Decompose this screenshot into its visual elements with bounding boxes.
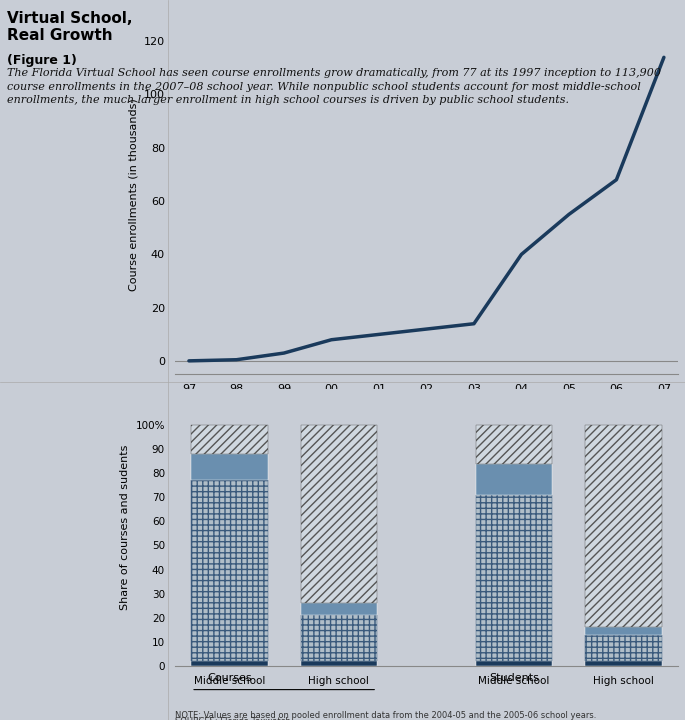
- Bar: [301, 616, 377, 661]
- Y-axis label: Share of courses and sudents: Share of courses and sudents: [120, 445, 130, 610]
- Text: Courses: Courses: [207, 673, 251, 683]
- Bar: [191, 480, 268, 661]
- Bar: [301, 425, 377, 603]
- Bar: [475, 425, 552, 464]
- Bar: [585, 425, 662, 627]
- Text: Virtual School,
Real Growth: Virtual School, Real Growth: [7, 11, 132, 43]
- Y-axis label: Course enrollments (in thousands): Course enrollments (in thousands): [128, 98, 138, 291]
- Text: The Florida Virtual School has seen course enrollments grow dramatically, from 7: The Florida Virtual School has seen cour…: [7, 68, 661, 105]
- Text: NOTE: Values are based on pooled enrollment data from the 2004-05 and the 2005-0: NOTE: Values are based on pooled enrollm…: [175, 711, 596, 720]
- Text: Students: Students: [489, 673, 539, 683]
- Bar: [475, 661, 552, 666]
- Bar: [191, 661, 268, 666]
- Bar: [585, 634, 662, 661]
- Bar: [475, 464, 552, 495]
- X-axis label: Year: Year: [414, 397, 438, 407]
- Bar: [585, 627, 662, 634]
- Bar: [301, 603, 377, 616]
- Text: (Figure 1): (Figure 1): [7, 54, 77, 67]
- Text: SOURCES: Florida Taxwatch: SOURCES: Florida Taxwatch: [175, 717, 290, 720]
- Bar: [191, 454, 268, 480]
- Bar: [475, 495, 552, 661]
- Bar: [301, 661, 377, 666]
- Bar: [191, 425, 268, 454]
- Bar: [585, 661, 662, 666]
